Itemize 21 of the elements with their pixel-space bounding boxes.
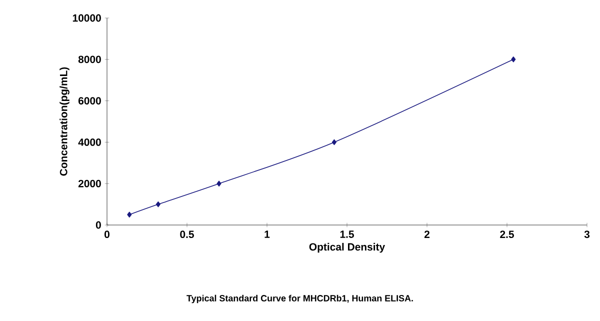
point [511, 56, 516, 62]
y-tick-label: 0 [96, 221, 101, 229]
x-tick-label: 0 [104, 230, 110, 238]
x-tick-label: 2 [424, 230, 430, 238]
x-tick-label: 0.5 [180, 230, 194, 238]
y-tick-label: 10000 [72, 14, 101, 22]
y-tick-label: 8000 [78, 56, 101, 64]
y-tick-label: 4000 [78, 138, 101, 146]
x-tick-label: 1 [264, 230, 270, 238]
x-tick-label: 1.5 [340, 230, 354, 238]
x-tick-label: 2.5 [500, 230, 514, 238]
x-axis-title: Optical Density [309, 242, 386, 253]
y-tick-label: 6000 [78, 97, 101, 105]
point [216, 180, 222, 186]
point [127, 212, 132, 218]
point [332, 139, 336, 146]
text: Typical Standard Curve for MHCDRb1, Human ELISA. [186, 294, 413, 304]
x-tick-label: 3 [584, 230, 590, 238]
point [156, 201, 160, 208]
y-tick-label: 2000 [78, 180, 101, 188]
y-axis-title: Concentration(pg/mL) [60, 67, 70, 176]
